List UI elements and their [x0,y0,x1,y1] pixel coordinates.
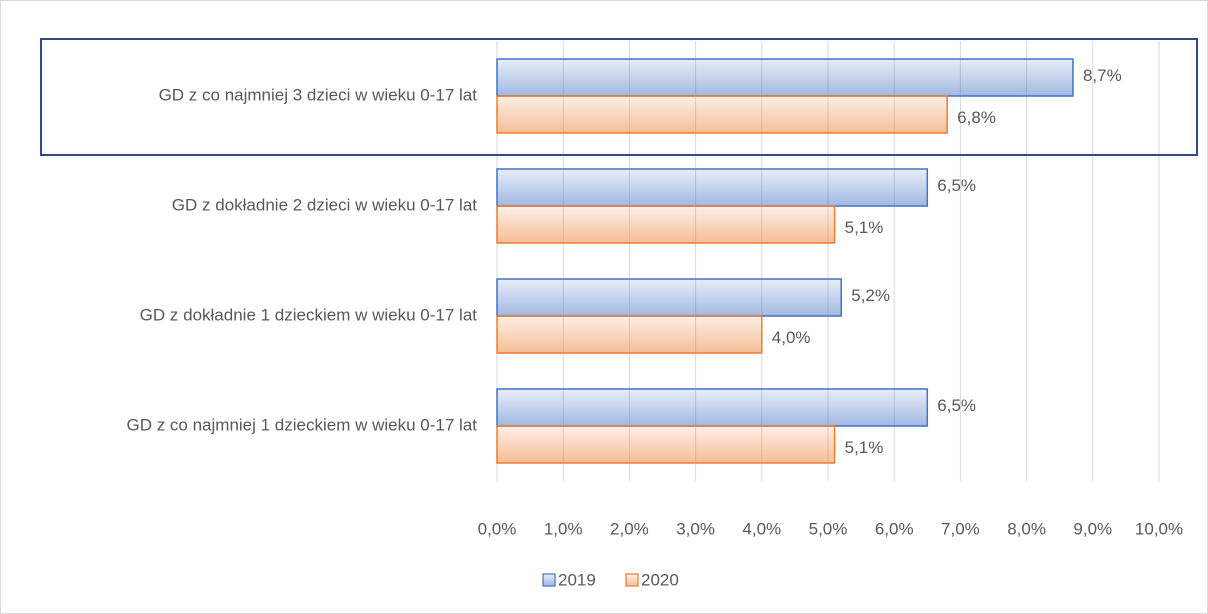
y-tick-label: GD z dokładnie 2 dzieci w wieku 0-17 lat [172,195,477,214]
data-label: 5,1% [845,218,884,237]
x-tick-label: 0,0% [478,519,517,538]
data-label: 6,5% [937,396,976,415]
legend-label: 2019 [558,570,596,589]
x-tick-label: 6,0% [875,519,914,538]
legend-swatch [625,573,639,587]
bar [496,388,929,427]
bar [496,315,763,354]
x-tick-label: 8,0% [1007,519,1046,538]
x-tick-label: 5,0% [809,519,848,538]
data-label: 4,0% [772,328,811,347]
x-tick-label: 9,0% [1073,519,1112,538]
x-tick-label: 3,0% [676,519,715,538]
bar [496,95,948,134]
legend-label: 2020 [641,570,679,589]
bar [496,168,929,207]
x-tick-label: 4,0% [742,519,781,538]
bar [496,278,842,317]
bar [496,205,836,244]
x-tick-label: 1,0% [544,519,583,538]
y-tick-label: GD z co najmniej 3 dzieci w wieku 0-17 l… [159,85,478,104]
x-tick-label: 7,0% [941,519,980,538]
x-tick-label: 2,0% [610,519,649,538]
plot: 8,7% 6,8% 6,5% 5,1% 5,2% 4,0% 6,5% 5,1% [496,58,1122,464]
legend-swatch [542,573,556,587]
highlight-box [40,38,1198,156]
bar [496,58,1074,97]
x-tick-label: 10,0% [1135,519,1183,538]
data-label: 5,2% [851,286,890,305]
data-label: 6,5% [937,176,976,195]
data-label: 5,1% [845,438,884,457]
data-label: 6,8% [957,108,996,127]
bar [496,425,836,464]
y-tick-label: GD z co najmniej 1 dzieckiem w wieku 0-1… [126,415,477,434]
y-tick-label: GD z dokładnie 1 dzieckiem w wieku 0-17 … [140,305,478,324]
data-label: 8,7% [1083,66,1122,85]
